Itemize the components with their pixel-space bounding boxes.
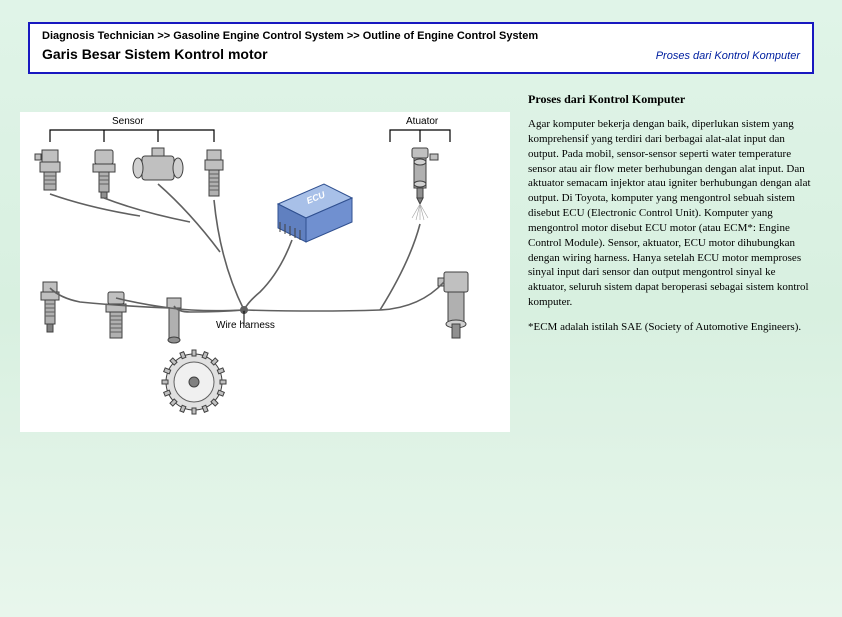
section-heading: Proses dari Kontrol Komputer <box>528 92 814 107</box>
diagram-column: Sensor Atuator Wire harness <box>20 90 510 432</box>
label-actuator: Atuator <box>406 116 438 127</box>
sensor-5-icon <box>41 282 59 332</box>
page-subtitle: Proses dari Kontrol Komputer <box>656 50 800 62</box>
actuator-1-icon <box>412 148 438 220</box>
body-paragraph-1: Agar komputer bekerja dengan baik, diper… <box>528 117 814 310</box>
diagram-svg: ECU <box>20 112 510 432</box>
header-box: Diagnosis Technician >> Gasoline Engine … <box>28 22 814 74</box>
sensor-1-icon <box>35 150 60 190</box>
sensor-7-icon <box>167 298 181 343</box>
sensor-3-icon <box>133 148 183 180</box>
title-row: Garis Besar Sistem Kontrol motor Proses … <box>42 46 800 62</box>
sensor-2-icon <box>93 150 115 198</box>
actuator-2-icon <box>438 272 468 338</box>
label-sensor: Sensor <box>112 116 144 127</box>
diagram-container: Sensor Atuator Wire harness <box>20 112 510 432</box>
gear-icon <box>149 337 240 428</box>
content-area: Sensor Atuator Wire harness <box>0 74 842 432</box>
label-wire-harness: Wire harness <box>216 320 275 331</box>
breadcrumb: Diagnosis Technician >> Gasoline Engine … <box>42 30 800 42</box>
page-title: Garis Besar Sistem Kontrol motor <box>42 46 268 62</box>
ecu-icon: ECU <box>278 184 352 242</box>
body-paragraph-2: *ECM adalah istilah SAE (Society of Auto… <box>528 320 814 335</box>
text-column: Proses dari Kontrol Komputer Agar komput… <box>528 90 814 432</box>
sensor-4-icon <box>205 150 223 196</box>
